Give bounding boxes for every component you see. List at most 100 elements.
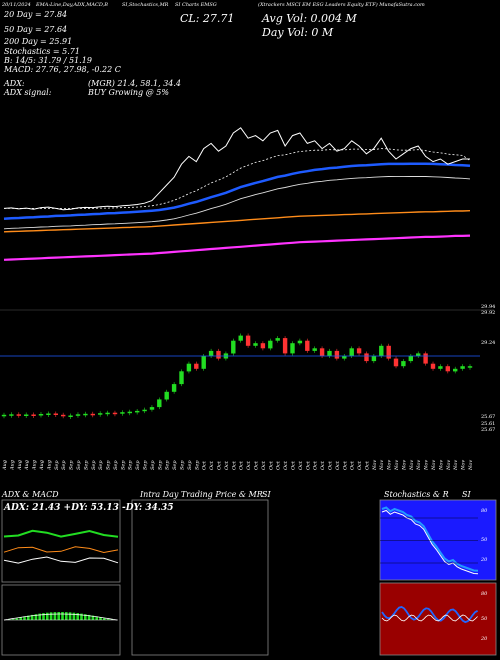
candle: [319, 348, 325, 356]
candle: [467, 366, 473, 368]
date-label: 23 Oct: [320, 460, 326, 470]
date-label: 25 Oct: [335, 460, 341, 470]
intraday-si: SI: [262, 490, 271, 499]
macd-bar: [27, 615, 30, 620]
candle: [216, 350, 221, 359]
macd-bar: [87, 614, 91, 620]
date-label: 03 Sep: [54, 460, 60, 470]
macd-bar: [99, 617, 102, 620]
macd-bar: [76, 613, 79, 620]
candle: [430, 363, 436, 369]
adx-macd-title: ADX & MACD: [2, 490, 59, 499]
ema-100-day: [3, 175, 471, 230]
candle: [356, 348, 362, 354]
stochastic-lines: [380, 506, 479, 575]
candle: [179, 371, 184, 385]
candle: [135, 410, 140, 413]
date-label: 04 Nov: [379, 460, 385, 470]
candle: [186, 363, 192, 372]
macd-signal-line: [3, 613, 118, 621]
price-axis-label: 29.94: [481, 304, 495, 310]
candle: [238, 335, 243, 341]
date-label: 21 Oct: [305, 460, 311, 470]
candle: [349, 348, 354, 356]
macd-histogram: [3, 612, 118, 621]
candle: [120, 412, 125, 414]
macd-bar: [15, 618, 19, 620]
candle: [98, 413, 103, 415]
candle: [31, 414, 36, 416]
candle: [61, 414, 66, 417]
date-label: 28 Oct: [342, 460, 348, 470]
candle: [364, 353, 369, 362]
macd-bar: [34, 614, 38, 620]
candle: [157, 399, 162, 408]
indicator-list: EMA:Line,Day,ADX,MACD,B: [36, 2, 108, 8]
intraday-panel: [131, 499, 269, 656]
candle: [401, 361, 406, 367]
macd-bar: [80, 613, 83, 620]
stochastic-panel: [379, 499, 497, 581]
date-label: 19 Nov: [461, 460, 467, 470]
date-label: 03 Oct: [217, 460, 223, 470]
date-label: 20 Nov: [468, 460, 474, 470]
date-label: 23 Sep: [157, 460, 163, 470]
price-axis-label: 25.67: [481, 414, 495, 420]
date-label: 12 Sep: [106, 460, 112, 470]
date-axis: 22 Aug 23 Aug 26 Aug 27 Aug 28 Aug 29 Aug 30 A…: [2, 460, 474, 470]
ema-200-day: [3, 210, 471, 233]
date-label: 29 Aug: [39, 460, 45, 470]
candle: [416, 353, 421, 356]
description: (Xtrackers MSCI EM ESG Leaders Equity ET…: [258, 2, 425, 8]
date-label: 06 Sep: [76, 460, 82, 470]
ema-lines: [3, 148, 471, 261]
rsi-axis-50: 50: [481, 616, 488, 622]
close-price: CL: 27.71: [180, 12, 235, 25]
date-label: 13 Sep: [113, 460, 119, 470]
legend-200day: 200 Day = 25.91: [4, 37, 73, 46]
candle: [90, 413, 95, 416]
stoch-axis-20: 20: [481, 557, 488, 563]
ema-50-day: [3, 162, 471, 221]
candle: [9, 414, 14, 416]
date-label: 09 Oct: [246, 460, 252, 470]
date-label: 30 Aug: [46, 460, 52, 470]
candle: [53, 413, 58, 415]
date-label: 22 Aug: [2, 460, 8, 470]
date-label: 25 Sep: [172, 460, 178, 470]
date-label: 18 Sep: [135, 460, 141, 470]
candle: [312, 348, 317, 351]
candle: [171, 384, 177, 392]
candle: [142, 409, 147, 412]
date-label: 05 Nov: [387, 460, 393, 470]
main-price-chart: 22 Aug 23 Aug 26 Aug 27 Aug 28 Aug 29 Aug 30 A…: [0, 127, 495, 470]
macd-bar: [106, 619, 110, 620]
candle: [260, 343, 266, 349]
candle: [83, 413, 88, 416]
date-label: 10 Oct: [254, 460, 260, 470]
macd-bar: [42, 613, 45, 620]
macd-bar: [38, 613, 41, 620]
candle: [453, 368, 458, 372]
ticker-title: SI Charts EMSG: [175, 2, 217, 8]
candle: [16, 414, 21, 416]
date-label: 07 Nov: [401, 460, 407, 470]
date-label: 11 Oct: [261, 460, 267, 470]
date-label: 01 Nov: [372, 460, 378, 470]
candle: [46, 413, 51, 415]
date-label: 12 Nov: [424, 460, 430, 470]
date-label: 27 Sep: [187, 460, 193, 470]
rsi-lines: [381, 606, 479, 624]
candle: [423, 353, 428, 364]
macd-bar: [46, 612, 49, 620]
stoch-si: SI: [462, 490, 471, 499]
date-label: 27 Aug: [24, 460, 30, 470]
date-label: 24 Oct: [328, 460, 334, 470]
legend-adx-signal: ADX signal:: [4, 88, 52, 97]
macd-bar: [91, 615, 95, 620]
price-axis-label: 25.61: [481, 421, 495, 427]
candle: [297, 340, 303, 344]
stoch-axis-80: 80: [481, 508, 488, 514]
stoch-axis-50: 50: [481, 537, 488, 543]
